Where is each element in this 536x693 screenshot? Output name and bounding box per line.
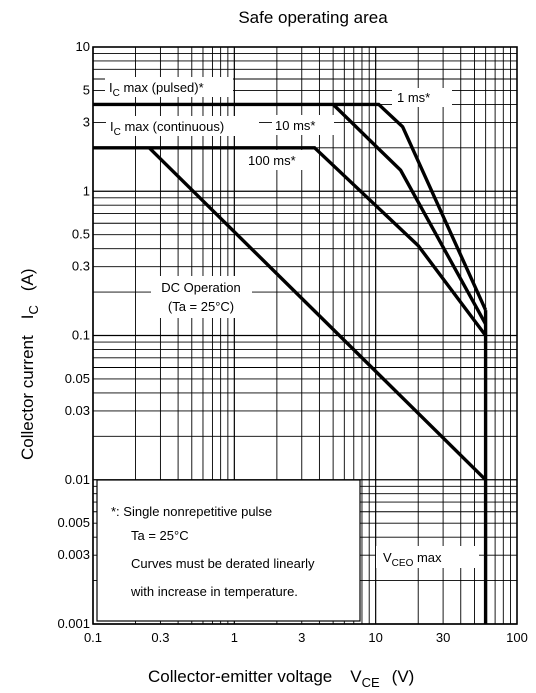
x-tick-label: 10 bbox=[368, 630, 382, 645]
label-vceo-max: VCEO max bbox=[383, 550, 442, 569]
y-tick-label: 0.005 bbox=[57, 515, 90, 530]
label-bg-1ms bbox=[392, 88, 452, 107]
ic-max-continuous-label: IC max (continuous) bbox=[110, 119, 224, 138]
label-bg-ic-pulsed bbox=[105, 77, 233, 97]
y-tick-label: 0.1 bbox=[72, 328, 90, 343]
y-tick-label: 5 bbox=[83, 82, 90, 97]
y-tick-label: 0.003 bbox=[57, 547, 90, 562]
y-tick-label: 10 bbox=[76, 39, 90, 54]
y-tick-label: 0.01 bbox=[65, 472, 90, 487]
x-tick-label: 0.1 bbox=[84, 630, 102, 645]
label-bg-10ms bbox=[272, 115, 334, 135]
label-bg-ic-continuous bbox=[106, 116, 259, 136]
x-axis-title: Collector-emitter voltage VCE (V) bbox=[148, 667, 414, 690]
note-box bbox=[96, 479, 361, 622]
x-tick-label: 100 bbox=[506, 630, 528, 645]
chart-title: Safe operating area bbox=[238, 8, 388, 27]
x-tick-label: 1 bbox=[231, 630, 238, 645]
x-tick-label: 0.3 bbox=[151, 630, 169, 645]
label-bg-dc bbox=[151, 276, 252, 318]
curves bbox=[93, 102, 488, 624]
x-tick-label: 3 bbox=[298, 630, 305, 645]
label-bg-vceo bbox=[376, 546, 479, 568]
y-tick-label: 0.03 bbox=[65, 403, 90, 418]
y-tick-labels: 10 5 3 1 0.5 0.3 0.1 0.05 0.03 0.01 0.005 0.003 0.00… bbox=[57, 39, 90, 631]
curve-2 bbox=[331, 103, 488, 325]
label-dc-operation: DC Operation bbox=[161, 280, 240, 295]
y-tick-label: 0.5 bbox=[72, 227, 90, 242]
y-tick-label: 0.3 bbox=[72, 259, 90, 274]
note-line-4: with increase in temperature. bbox=[130, 584, 298, 599]
y-tick-label: 0.05 bbox=[65, 371, 90, 386]
y-tick-label: 3 bbox=[83, 114, 90, 129]
y-axis-title: Collector currentIC(A) bbox=[18, 268, 41, 460]
label-100ms: 100 ms* bbox=[248, 153, 296, 168]
note-line-3: Curves must be derated linearly bbox=[131, 556, 315, 571]
ic-max-pulsed-label: IC max (pulsed)* bbox=[109, 80, 204, 99]
y-tick-label: 1 bbox=[83, 183, 90, 198]
label-1ms: 1 ms* bbox=[397, 90, 430, 105]
x-tick-labels: 0.1 0.3 1 3 10 30 100 bbox=[84, 630, 528, 645]
label-dc-temperature: (Ta = 25°C) bbox=[168, 299, 234, 314]
note-line-2: Ta = 25°C bbox=[131, 528, 189, 543]
label-bg-100ms bbox=[245, 150, 313, 170]
x-tick-label: 30 bbox=[436, 630, 450, 645]
y-tick-label: 0.001 bbox=[57, 616, 90, 631]
curve-1 bbox=[93, 102, 488, 311]
label-10ms: 10 ms* bbox=[275, 118, 315, 133]
plot-frame bbox=[92, 46, 518, 625]
note-line-1: *: Single nonrepetitive pulse bbox=[111, 504, 272, 519]
curve-3 bbox=[93, 146, 487, 337]
curve-4 bbox=[148, 146, 487, 482]
